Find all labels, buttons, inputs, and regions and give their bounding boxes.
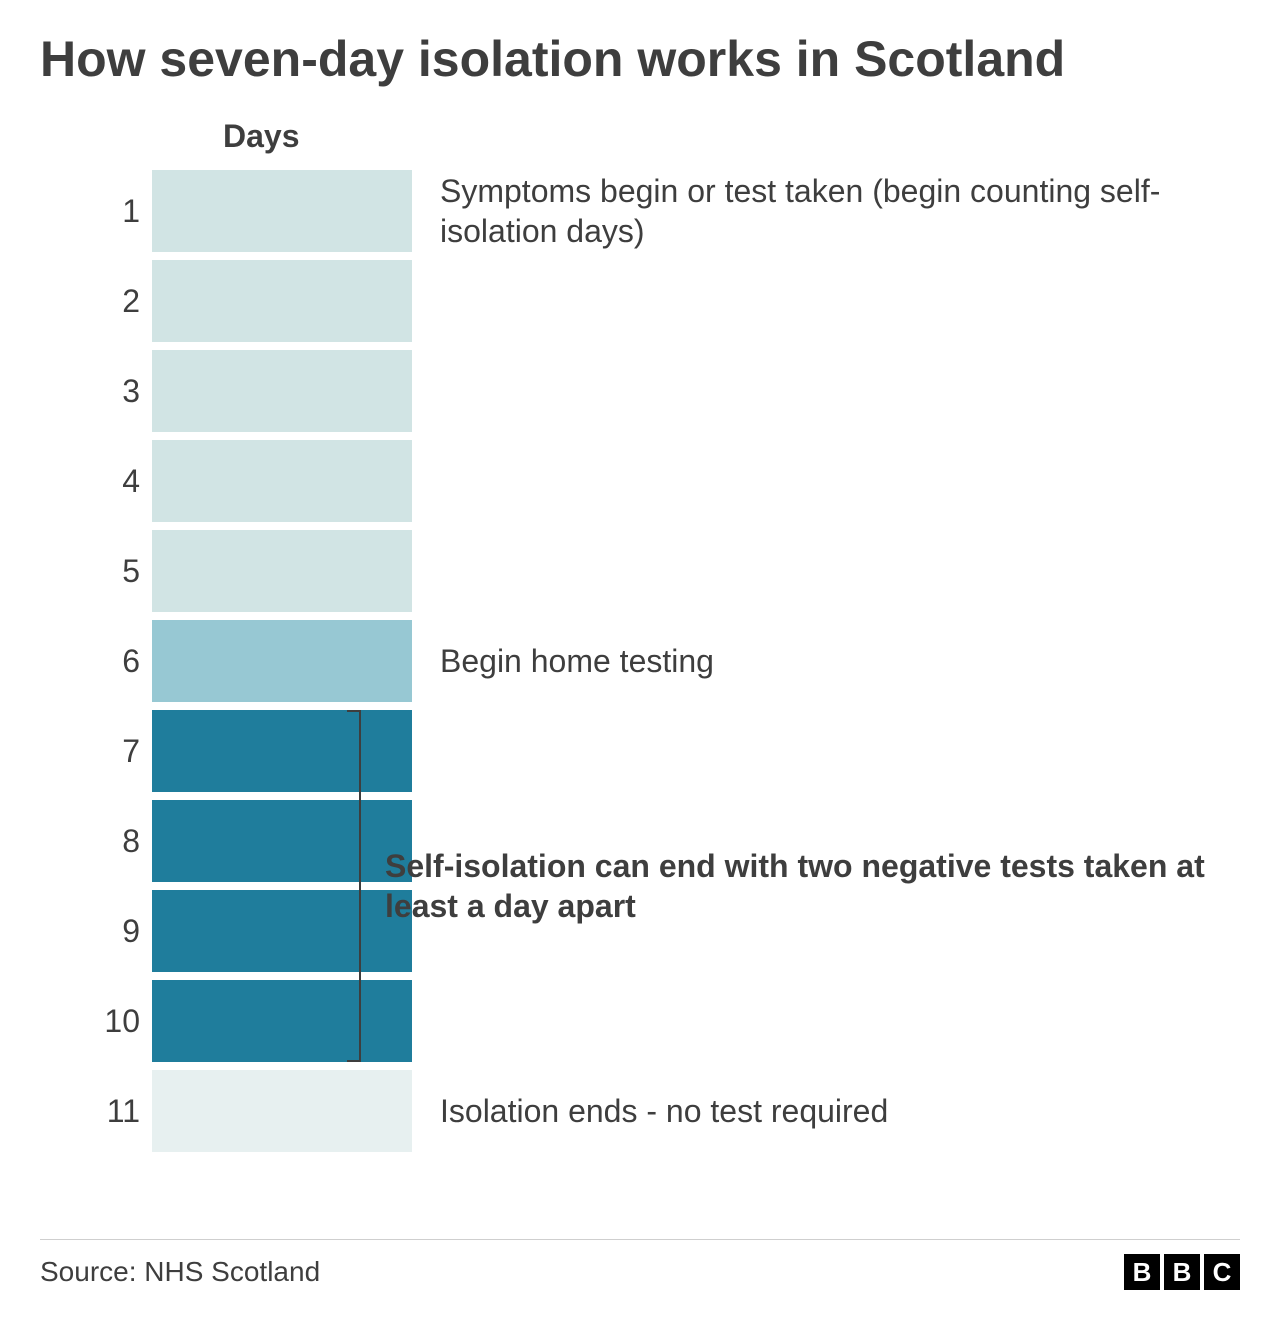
bbc-logo: B B C — [1124, 1254, 1240, 1290]
day-annotation: Begin home testing — [440, 641, 1230, 681]
column-header-days: Days — [223, 118, 300, 155]
day-block — [152, 980, 412, 1062]
day-block — [152, 350, 412, 432]
day-annotation: Symptoms begin or test taken (begin coun… — [440, 171, 1230, 251]
bbc-logo-letter: C — [1204, 1254, 1240, 1290]
day-number: 6 — [95, 643, 140, 680]
day-block — [152, 260, 412, 342]
day-block — [152, 620, 412, 702]
bracket-annotation: Self-isolation can end with two negative… — [385, 846, 1220, 926]
day-number: 4 — [95, 463, 140, 500]
day-number: 11 — [95, 1093, 140, 1130]
bracket-line — [359, 710, 361, 1062]
day-number: 9 — [95, 913, 140, 950]
day-block — [152, 800, 412, 882]
day-number: 10 — [95, 1003, 140, 1040]
day-block — [152, 1070, 412, 1152]
day-block — [152, 440, 412, 522]
day-block — [152, 530, 412, 612]
day-number: 5 — [95, 553, 140, 590]
day-rows-container: 1Symptoms begin or test taken (begin cou… — [105, 118, 1240, 1156]
day-row: 7 — [105, 706, 1240, 796]
day-block — [152, 710, 412, 792]
chart-title: How seven-day isolation works in Scotlan… — [40, 30, 1240, 88]
day-row: 2 — [105, 256, 1240, 346]
day-number: 1 — [95, 193, 140, 230]
day-block — [152, 170, 412, 252]
day-row: 10 — [105, 976, 1240, 1066]
bbc-logo-letter: B — [1124, 1254, 1160, 1290]
day-number: 7 — [95, 733, 140, 770]
day-row: 5 — [105, 526, 1240, 616]
source-text: Source: NHS Scotland — [40, 1256, 320, 1288]
day-row: 1Symptoms begin or test taken (begin cou… — [105, 166, 1240, 256]
day-block — [152, 890, 412, 972]
chart-area: Days 1Symptoms begin or test taken (begi… — [40, 118, 1240, 1156]
bbc-logo-letter: B — [1164, 1254, 1200, 1290]
day-row: 11Isolation ends - no test required — [105, 1066, 1240, 1156]
day-annotation: Isolation ends - no test required — [440, 1091, 1230, 1131]
day-number: 3 — [95, 373, 140, 410]
day-row: 4 — [105, 436, 1240, 526]
day-number: 2 — [95, 283, 140, 320]
day-row: 6Begin home testing — [105, 616, 1240, 706]
footer: Source: NHS Scotland B B C — [40, 1239, 1240, 1290]
day-number: 8 — [95, 823, 140, 860]
day-row: 3 — [105, 346, 1240, 436]
